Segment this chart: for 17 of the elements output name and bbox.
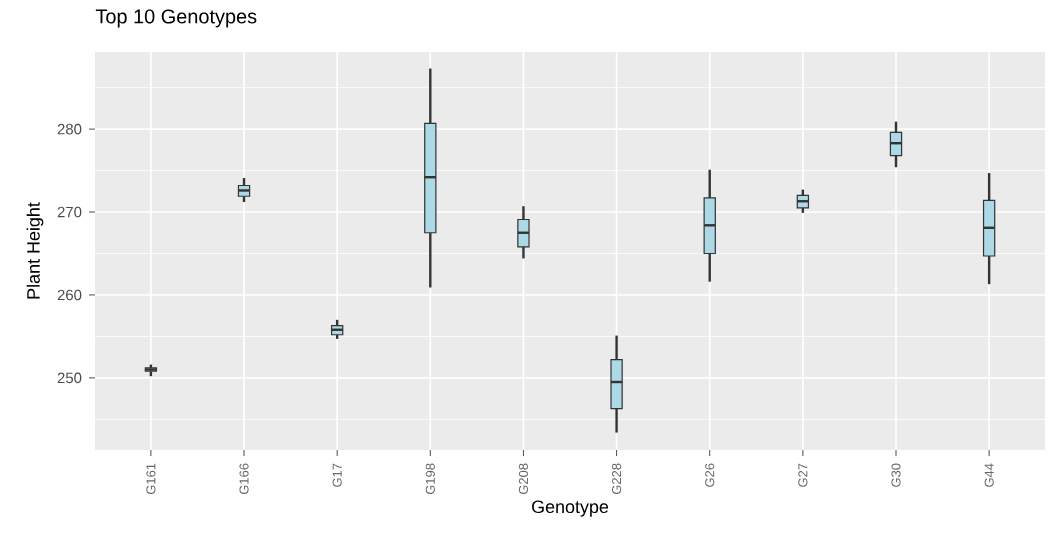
x-tick-label: G44: [984, 463, 994, 487]
chart-title: Top 10 Genotypes: [95, 9, 257, 28]
x-tick-label: G27: [798, 463, 808, 487]
x-tick-label: G26: [705, 463, 715, 487]
x-tick-label: G198: [425, 463, 435, 495]
y-tick-label: 270: [57, 206, 82, 218]
x-tick-label: G228: [612, 463, 622, 495]
x-tick-label: G30: [891, 463, 901, 487]
y-tick-label: 280: [57, 123, 82, 135]
x-tick-label: G166: [239, 463, 249, 495]
x-axis-title: Genotype: [532, 500, 609, 517]
x-tick-label: G208: [518, 463, 529, 495]
y-tick-label: 260: [57, 289, 82, 301]
x-tick-label: G17: [332, 463, 342, 487]
y-tick-label: 250: [57, 372, 82, 384]
x-tick-label: G161: [146, 463, 156, 495]
y-axis-title: Plant Height: [26, 202, 44, 299]
